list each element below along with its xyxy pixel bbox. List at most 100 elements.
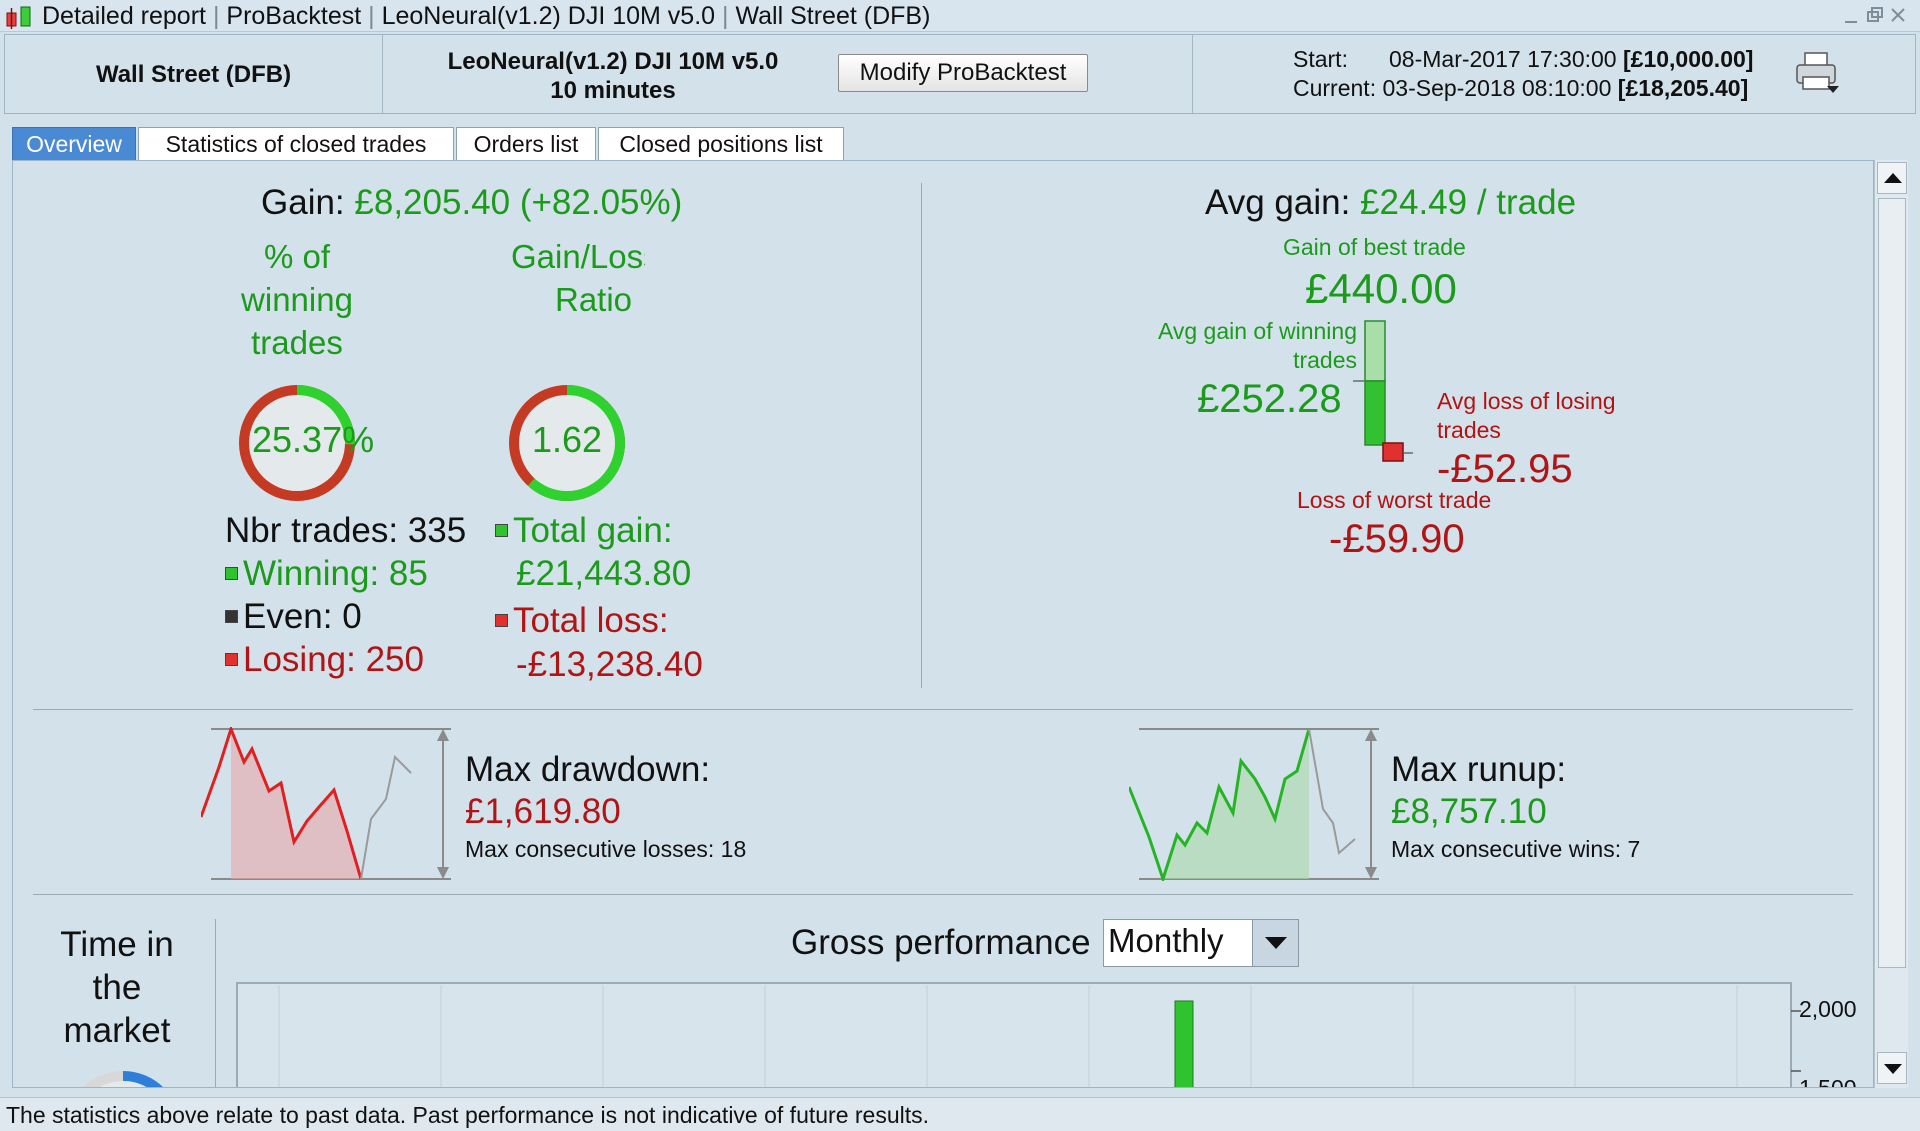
even-count-text: Even: 0: [243, 597, 362, 636]
max-runup-label: Max runup:: [1391, 750, 1567, 789]
title-part-report: Detailed report: [42, 2, 206, 30]
tab-closed-positions-list[interactable]: Closed positions list: [598, 127, 844, 161]
horizontal-divider: [33, 709, 1853, 710]
current-capital: [£18,205.40]: [1617, 75, 1749, 101]
window-title: Detailed report | ProBacktest | LeoNeura…: [42, 2, 931, 30]
vertical-divider: [921, 183, 922, 688]
chevron-up-icon: [1884, 173, 1902, 183]
tab-orders-list[interactable]: Orders list: [456, 127, 596, 161]
total-gain-label-text: Total gain:: [513, 511, 673, 550]
candlestick-app-icon: [6, 6, 31, 29]
chevron-down-icon: [1265, 937, 1287, 949]
title-part-system: LeoNeural(v1.2) DJI 10M v5.0: [381, 2, 716, 30]
tab-statistics-closed-trades[interactable]: Statistics of closed trades: [138, 127, 454, 161]
system-name-block: LeoNeural(v1.2) DJI 10M v5.0 10 minutes: [383, 47, 843, 105]
gl-ratio-title: Gain/Loss Ratio: [497, 235, 645, 321]
time-in-market-line-2: the: [92, 968, 142, 1007]
gross-performance-chart: [236, 982, 1801, 1087]
time-in-market-donut: [83, 1071, 163, 1087]
gl-ratio-donut: [509, 385, 625, 501]
even-count: Even: 0: [225, 597, 362, 637]
losing-count: Losing: 250: [225, 640, 424, 680]
horizontal-divider: [33, 894, 1853, 895]
window-controls[interactable]: [1842, 5, 1908, 27]
avg-win-label-line-1: Avg gain of winning: [1157, 318, 1357, 344]
best-trade-label: Gain of best trade: [1283, 234, 1466, 260]
scroll-up-button[interactable]: [1877, 162, 1907, 194]
black-legend-square: [225, 610, 238, 624]
gain-summary: Gain: £8,205.40 (+82.05%): [261, 183, 682, 223]
total-loss-label: Total loss:: [495, 601, 669, 641]
max-drawdown-label: Max drawdown:: [465, 750, 711, 789]
status-bar-disclaimer: The statistics above relate to past data…: [0, 1097, 1920, 1131]
timeframe: 10 minutes: [550, 77, 676, 104]
time-in-market-title: Time in the market: [37, 923, 197, 1052]
gain-loss-bar: [1353, 320, 1413, 462]
avg-gain-summary: Avg gain: £24.49 / trade: [1205, 183, 1576, 223]
start-row: Start: 08-Mar-2017 17:30:00 [£10,000.00]: [1293, 45, 1753, 74]
scroll-down-button[interactable]: [1877, 1052, 1907, 1084]
report-header: Wall Street (DFB) LeoNeural(v1.2) DJI 10…: [4, 34, 1916, 114]
avg-loss-label-line-1: Avg loss of losing: [1437, 388, 1616, 414]
start-date: 08-Mar-2017 17:30:00: [1389, 46, 1617, 72]
printer-icon[interactable]: [1793, 50, 1841, 96]
gross-performance-period-value: Monthly: [1108, 922, 1224, 959]
max-consecutive-losses: Max consecutive losses: 18: [465, 836, 747, 862]
tab-overview[interactable]: Overview: [12, 127, 136, 161]
gross-performance-label: Gross performance: [791, 923, 1091, 962]
pct-winning-value: 25.37%: [252, 419, 375, 460]
y-tick-label: 2,000: [1799, 996, 1857, 1022]
total-loss-label-text: Total loss:: [513, 601, 669, 640]
losing-count-text: Losing: 250: [243, 640, 424, 679]
system-cell: LeoNeural(v1.2) DJI 10M v5.0 10 minutes …: [383, 35, 1193, 113]
worst-trade-label: Loss of worst trade: [1297, 487, 1492, 513]
vertical-scrollbar[interactable]: [1874, 160, 1908, 1088]
dates-cell: Start: 08-Mar-2017 17:30:00 [£10,000.00] …: [1193, 35, 1915, 113]
system-name: LeoNeural(v1.2) DJI 10M v5.0: [447, 48, 779, 75]
winning-count-text: Winning: 85: [243, 554, 428, 593]
best-trade-value: £440.00: [1305, 265, 1457, 312]
worst-trade-value: -£59.90: [1329, 517, 1465, 561]
start-capital: [£10,000.00]: [1623, 46, 1754, 72]
close-icon: [1891, 8, 1905, 22]
total-gain-value: £21,443.80: [516, 554, 692, 593]
scrollbar-thumb[interactable]: [1878, 198, 1906, 968]
gl-ratio-value: 1.62: [531, 419, 603, 460]
time-in-market-line-3: market: [63, 1011, 171, 1050]
restore-icon: [1867, 7, 1883, 22]
avg-win-label-line-2: trades: [1293, 347, 1357, 373]
avg-loss-value: -£52.95: [1437, 447, 1573, 491]
pct-winning-title: % of winning trades: [217, 235, 377, 364]
window-title-bar: Detailed report | ProBacktest | LeoNeura…: [0, 0, 1920, 32]
red-legend-square: [225, 653, 238, 667]
current-label: Current:: [1293, 75, 1377, 101]
pct-winning-title-line-2: winning: [241, 281, 353, 318]
modify-probacktest-button[interactable]: Modify ProBacktest: [838, 54, 1088, 92]
title-part-probacktest: ProBacktest: [226, 2, 362, 30]
time-in-market-line-1: Time in: [60, 925, 174, 964]
avg-loss-label-line-2: trades: [1437, 417, 1501, 443]
winning-count: Winning: 85: [225, 554, 428, 594]
gl-ratio-title-line-1: Gain/Loss: [511, 238, 645, 275]
avg-gain-value: £24.49 / trade: [1360, 183, 1577, 222]
dropdown-button[interactable]: [1252, 920, 1298, 966]
gross-performance-period-select[interactable]: Monthly: [1103, 919, 1299, 967]
avg-win-value: £252.28: [1197, 377, 1342, 421]
current-row: Current: 03-Sep-2018 08:10:00 [£18,205.4…: [1293, 74, 1753, 103]
y-tick-label: 1,500: [1799, 1075, 1857, 1088]
avg-gain-label: Avg gain:: [1205, 183, 1351, 222]
start-label: Start:: [1293, 46, 1348, 72]
green-legend-square: [225, 567, 238, 581]
total-loss-value: -£13,238.40: [516, 645, 703, 684]
avg-loss-label: Avg loss of losing trades: [1437, 387, 1616, 445]
instrument-cell: Wall Street (DFB): [5, 35, 383, 113]
red-legend-square: [495, 614, 508, 628]
green-legend-square: [495, 524, 508, 538]
current-date: 03-Sep-2018 08:10:00: [1382, 75, 1612, 101]
gain-label: Gain:: [261, 183, 345, 222]
pct-winning-donut: [239, 385, 355, 501]
pct-winning-title-line-1: % of: [263, 238, 331, 275]
total-gain-label: Total gain:: [495, 511, 673, 551]
nbr-trades: Nbr trades: 335: [225, 511, 467, 550]
pct-winning-title-line-3: trades: [251, 324, 343, 361]
